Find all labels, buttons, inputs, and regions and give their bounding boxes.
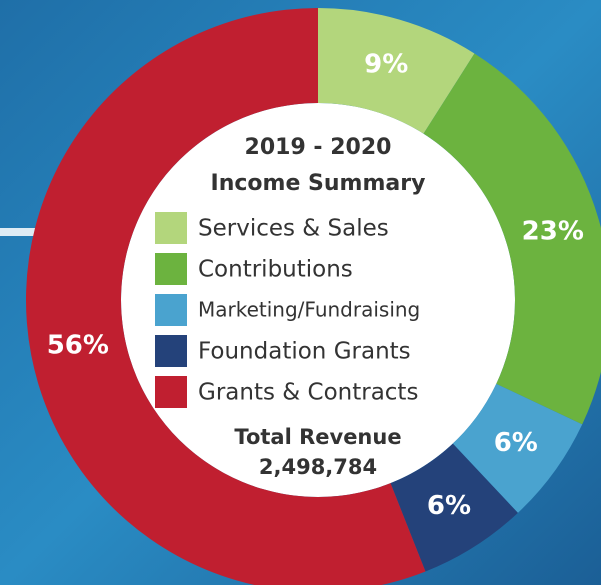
legend-label: Services & Sales xyxy=(198,216,389,242)
legend-swatch xyxy=(155,212,187,244)
total-value: 2,498,784 xyxy=(259,455,377,479)
slice-label: 23% xyxy=(522,216,584,246)
donut-hole xyxy=(121,103,515,497)
donut-slice xyxy=(318,8,475,134)
total-label: Total Revenue xyxy=(234,425,401,449)
legend-swatch xyxy=(155,294,187,326)
slice-label: 6% xyxy=(427,491,471,521)
donut-slice xyxy=(452,383,583,513)
legend-label: Marketing/Fundraising xyxy=(198,298,420,322)
donut-slice xyxy=(423,53,601,425)
slice-label: 6% xyxy=(494,428,538,458)
donut-slice xyxy=(26,8,426,585)
legend-label: Foundation Grants xyxy=(198,339,411,365)
legend-swatch xyxy=(155,335,187,367)
slice-label: 56% xyxy=(47,330,109,360)
chart-subtitle: Income Summary xyxy=(211,171,426,196)
legend-label: Contributions xyxy=(198,257,353,283)
legend-swatch xyxy=(155,253,187,285)
legend-swatch xyxy=(155,376,187,408)
legend-label: Grants & Contracts xyxy=(198,380,418,406)
chart-title: 2019 - 2020 xyxy=(245,135,392,160)
donut-slice xyxy=(390,443,518,572)
slice-label: 9% xyxy=(364,50,408,80)
